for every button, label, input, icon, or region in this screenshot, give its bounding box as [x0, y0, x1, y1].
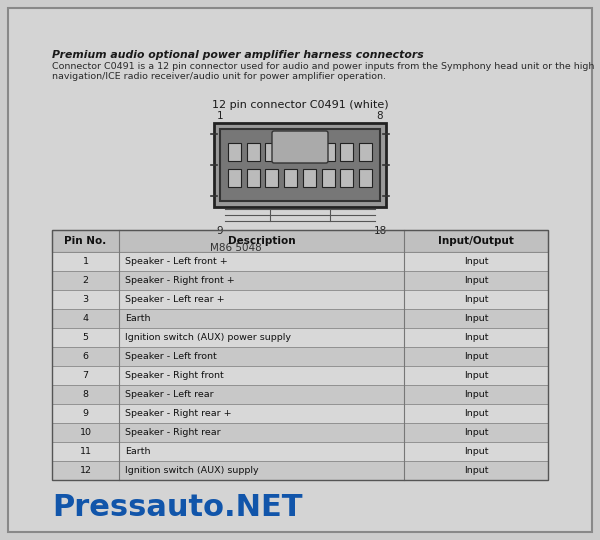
Text: Description: Description	[228, 236, 295, 246]
Bar	[359, 169, 372, 187]
Text: Input: Input	[464, 466, 488, 475]
Bar	[228, 169, 241, 187]
Bar	[52, 271, 548, 290]
Text: Input: Input	[464, 428, 488, 437]
Bar	[265, 143, 278, 161]
Bar	[340, 169, 353, 187]
Text: 6: 6	[82, 352, 88, 361]
Bar	[284, 169, 297, 187]
Bar	[322, 143, 335, 161]
Text: Input: Input	[464, 447, 488, 456]
Text: Speaker - Left front: Speaker - Left front	[125, 352, 217, 361]
Bar	[52, 385, 548, 404]
Text: Connector C0491 is a 12 pin connector used for audio and power inputs from the S: Connector C0491 is a 12 pin connector us…	[52, 62, 595, 71]
Bar	[303, 143, 316, 161]
Bar	[214, 123, 386, 207]
Text: Earth: Earth	[125, 447, 151, 456]
Text: Speaker - Right rear +: Speaker - Right rear +	[125, 409, 232, 418]
Text: Input: Input	[464, 257, 488, 266]
Text: Pressauto.NET: Pressauto.NET	[52, 493, 302, 522]
Text: 4: 4	[82, 314, 88, 323]
Bar	[228, 143, 241, 161]
Text: 12 pin connector C0491 (white): 12 pin connector C0491 (white)	[212, 100, 388, 110]
Bar	[52, 230, 548, 480]
Bar	[52, 328, 548, 347]
Text: navigation/ICE radio receiver/audio unit for power amplifier operation.: navigation/ICE radio receiver/audio unit…	[52, 72, 386, 81]
Bar	[52, 404, 548, 423]
Text: Input/Output: Input/Output	[438, 236, 514, 246]
Text: 11: 11	[79, 447, 91, 456]
Text: Input: Input	[464, 333, 488, 342]
Text: 8: 8	[377, 111, 383, 121]
Text: 7: 7	[82, 371, 88, 380]
Bar	[52, 366, 548, 385]
Text: 8: 8	[82, 390, 88, 399]
Bar	[284, 143, 297, 161]
Text: 1: 1	[217, 111, 223, 121]
Bar	[52, 423, 548, 442]
Bar	[322, 169, 335, 187]
Text: 18: 18	[373, 226, 386, 236]
Text: Speaker - Left front +: Speaker - Left front +	[125, 257, 228, 266]
Text: Speaker - Left rear: Speaker - Left rear	[125, 390, 214, 399]
Bar	[52, 461, 548, 480]
Text: 3: 3	[82, 295, 89, 304]
Text: Input: Input	[464, 352, 488, 361]
Bar	[340, 143, 353, 161]
Text: Input: Input	[464, 314, 488, 323]
Bar	[52, 252, 548, 271]
Text: 9: 9	[217, 226, 223, 236]
Text: Speaker - Right front +: Speaker - Right front +	[125, 276, 235, 285]
Bar	[303, 169, 316, 187]
Text: Premium audio optional power amplifier harness connectors: Premium audio optional power amplifier h…	[52, 50, 424, 60]
Bar	[247, 169, 260, 187]
Text: Input: Input	[464, 276, 488, 285]
Text: 5: 5	[82, 333, 88, 342]
Text: Earth: Earth	[125, 314, 151, 323]
Bar	[247, 143, 260, 161]
FancyBboxPatch shape	[272, 131, 328, 163]
Bar	[52, 347, 548, 366]
Bar	[52, 309, 548, 328]
Bar	[52, 442, 548, 461]
Text: Speaker - Right rear: Speaker - Right rear	[125, 428, 221, 437]
Text: Ignition switch (AUX) power supply: Ignition switch (AUX) power supply	[125, 333, 291, 342]
Text: M86 5048: M86 5048	[210, 243, 262, 253]
Text: Input: Input	[464, 390, 488, 399]
Bar	[52, 290, 548, 309]
Text: Input: Input	[464, 295, 488, 304]
Text: 9: 9	[82, 409, 88, 418]
Text: Input: Input	[464, 409, 488, 418]
Text: Input: Input	[464, 371, 488, 380]
Bar	[220, 129, 380, 201]
Text: 12: 12	[79, 466, 91, 475]
Text: Speaker - Left rear +: Speaker - Left rear +	[125, 295, 224, 304]
Text: Pin No.: Pin No.	[64, 236, 107, 246]
Bar	[52, 230, 548, 252]
Text: 1: 1	[82, 257, 88, 266]
Bar	[359, 143, 372, 161]
Text: Ignition switch (AUX) supply: Ignition switch (AUX) supply	[125, 466, 259, 475]
Text: 10: 10	[79, 428, 91, 437]
Bar	[265, 169, 278, 187]
Text: Speaker - Right front: Speaker - Right front	[125, 371, 224, 380]
Text: 2: 2	[82, 276, 88, 285]
